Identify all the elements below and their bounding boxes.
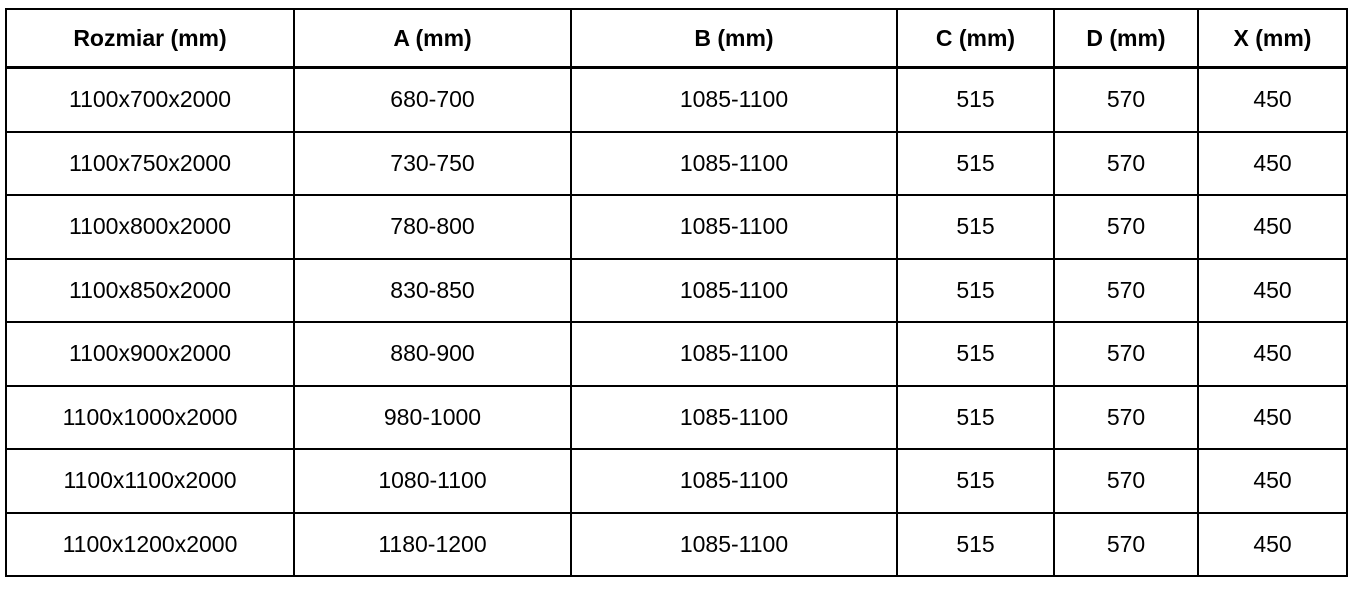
table-cell: 450	[1197, 130, 1348, 196]
table-cell: 1100x850x2000	[5, 257, 295, 323]
table-cell: 1100x700x2000	[5, 66, 295, 133]
table-cell: 570	[1053, 448, 1199, 514]
column-header-c: C (mm)	[896, 8, 1055, 69]
table-cell: 570	[1053, 511, 1199, 577]
table-cell: 780-800	[293, 194, 572, 260]
table-row: 1100x1000x2000 980-1000 1085-1100 515 570 450	[5, 384, 1348, 450]
table-row: 1100x1100x2000 1080-1100 1085-1100 515 570 45…	[5, 448, 1348, 514]
table-row: 1100x750x2000 730-750 1085-1100 515 570 450	[5, 130, 1348, 196]
table-cell: 1085-1100	[570, 511, 898, 577]
table-cell: 515	[896, 384, 1055, 450]
column-header-x: X (mm)	[1197, 8, 1348, 69]
table-cell: 1100x1000x2000	[5, 384, 295, 450]
table-cell: 515	[896, 511, 1055, 577]
table-cell: 515	[896, 130, 1055, 196]
table-cell: 450	[1197, 66, 1348, 133]
table-header: Rozmiar (mm) A (mm) B (mm) C (mm) D (mm)…	[5, 8, 1348, 69]
table-cell: 1100x800x2000	[5, 194, 295, 260]
table-cell: 570	[1053, 321, 1199, 387]
table-cell: 450	[1197, 384, 1348, 450]
table-cell: 515	[896, 194, 1055, 260]
table-cell: 450	[1197, 257, 1348, 323]
table-cell: 1080-1100	[293, 448, 572, 514]
table-row: 1100x850x2000 830-850 1085-1100 515 570 450	[5, 257, 1348, 323]
table-cell: 680-700	[293, 66, 572, 133]
column-header-rozmiar: Rozmiar (mm)	[5, 8, 295, 69]
table-cell: 1085-1100	[570, 194, 898, 260]
header-row: Rozmiar (mm) A (mm) B (mm) C (mm) D (mm)…	[5, 8, 1348, 69]
table-cell: 515	[896, 257, 1055, 323]
table-cell: 1085-1100	[570, 66, 898, 133]
table-cell: 880-900	[293, 321, 572, 387]
table-cell: 450	[1197, 321, 1348, 387]
table-cell: 1100x750x2000	[5, 130, 295, 196]
column-header-d: D (mm)	[1053, 8, 1199, 69]
table-cell: 515	[896, 66, 1055, 133]
table-cell: 1085-1100	[570, 321, 898, 387]
table-row: 1100x800x2000 780-800 1085-1100 515 570 450	[5, 194, 1348, 260]
table-cell: 980-1000	[293, 384, 572, 450]
table-cell: 570	[1053, 130, 1199, 196]
table-cell: 570	[1053, 384, 1199, 450]
table-cell: 450	[1197, 448, 1348, 514]
table-cell: 570	[1053, 257, 1199, 323]
table-cell: 1180-1200	[293, 511, 572, 577]
table-row: 1100x900x2000 880-900 1085-1100 515 570 450	[5, 321, 1348, 387]
table-cell: 1085-1100	[570, 384, 898, 450]
table-row: 1100x1200x2000 1180-1200 1085-1100 515 570 45…	[5, 511, 1348, 577]
table-cell: 830-850	[293, 257, 572, 323]
column-header-a: A (mm)	[293, 8, 572, 69]
table-cell: 1085-1100	[570, 448, 898, 514]
table-body: 1100x700x2000 680-700 1085-1100 515 570 450 11…	[5, 66, 1348, 577]
table-cell: 570	[1053, 66, 1199, 133]
table-row: 1100x700x2000 680-700 1085-1100 515 570 450	[5, 66, 1348, 133]
table-cell: 1100x1100x2000	[5, 448, 295, 514]
table-cell: 515	[896, 321, 1055, 387]
dimensions-table: Rozmiar (mm) A (mm) B (mm) C (mm) D (mm)…	[5, 8, 1348, 577]
table-cell: 1100x1200x2000	[5, 511, 295, 577]
table-cell: 570	[1053, 194, 1199, 260]
table-cell: 515	[896, 448, 1055, 514]
column-header-b: B (mm)	[570, 8, 898, 69]
table-cell: 1085-1100	[570, 130, 898, 196]
table-cell: 730-750	[293, 130, 572, 196]
table-cell: 1100x900x2000	[5, 321, 295, 387]
table-cell: 450	[1197, 194, 1348, 260]
table-cell: 1085-1100	[570, 257, 898, 323]
table-cell: 450	[1197, 511, 1348, 577]
